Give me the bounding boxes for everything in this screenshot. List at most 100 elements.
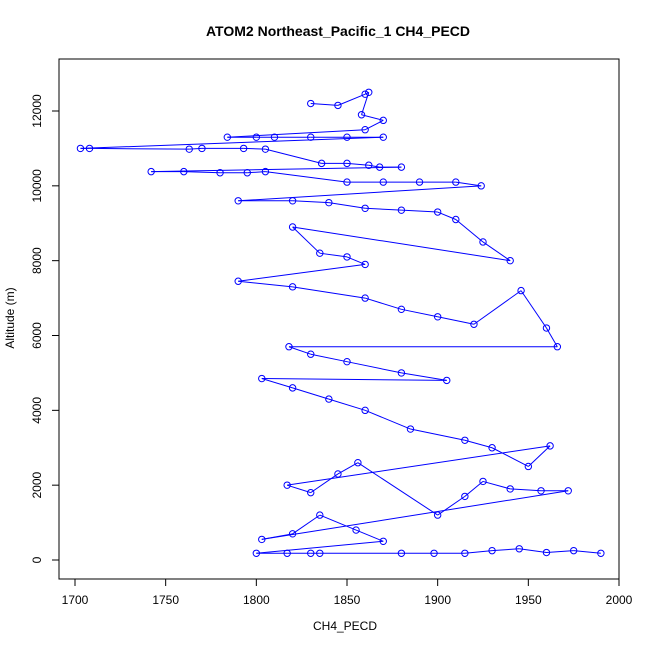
series-line-segment [292, 200, 329, 204]
series-line-segment [364, 409, 411, 430]
chart-title: ATOM2 Northeast_Pacific_1 CH4_PECD [206, 23, 470, 39]
series-line-segment [292, 514, 321, 535]
series-line-segment [183, 171, 221, 174]
series-line-segment [492, 548, 520, 552]
series-line-segment [261, 490, 569, 540]
data-point [397, 206, 406, 214]
y-tick-label: 8000 [30, 247, 44, 274]
series-line-segment [464, 481, 484, 497]
x-tick-label: 1950 [515, 593, 542, 607]
data-point [397, 549, 406, 557]
data-point [354, 459, 362, 467]
series-line-segment [261, 533, 293, 540]
data-point [506, 485, 514, 493]
data-point [597, 549, 605, 557]
series-line-segment [337, 93, 366, 106]
series-line-segment [482, 480, 511, 490]
x-axis: 1700 1750 1800 1850 1900 1950 2000 [62, 578, 633, 607]
x-tick-label: 1850 [334, 593, 361, 607]
series-line-segment [527, 445, 551, 467]
series-line-segment [261, 378, 447, 381]
data-point [506, 256, 514, 265]
series-line-segment [319, 252, 348, 258]
series-line-segment [310, 103, 338, 106]
series-line-segment [151, 166, 402, 173]
series-line-segment [328, 398, 366, 411]
data-point [542, 324, 551, 332]
series-line-segment [265, 171, 348, 183]
series-line-segment [437, 316, 475, 325]
series-line-segment [364, 297, 402, 310]
data-point [553, 343, 562, 351]
data-point [461, 436, 469, 444]
series-line-segment [328, 202, 366, 209]
data-point [288, 283, 297, 291]
data-point [185, 145, 193, 153]
data-point [461, 549, 469, 557]
data-point [252, 133, 261, 141]
series-line-segment [238, 263, 366, 282]
series-line-segment [464, 550, 493, 554]
data-point [317, 159, 326, 168]
data-point [343, 159, 351, 168]
series-line-segment [310, 353, 348, 363]
data-point [397, 305, 406, 314]
series-line-segment [227, 129, 366, 138]
series-line-segment [410, 428, 465, 441]
series-line-segment [346, 361, 402, 374]
data-point [261, 167, 270, 176]
data-point [452, 178, 460, 186]
y-tick-label: 2000 [30, 471, 44, 498]
data-point [379, 537, 387, 545]
series-line-segment [368, 164, 380, 168]
data-point [316, 249, 324, 257]
data-point [379, 116, 387, 125]
data-point [461, 492, 469, 501]
data-point [283, 481, 291, 489]
series-line-segment [288, 346, 311, 355]
series-line-segment [357, 462, 438, 516]
data-point [147, 167, 155, 176]
y-tick-label: 12000 [30, 94, 44, 128]
data-point [334, 470, 342, 478]
data-point [361, 126, 369, 134]
series-line-segment [401, 209, 438, 213]
data-point [430, 549, 438, 557]
data-point [316, 549, 324, 557]
series-line-segment [510, 488, 542, 492]
data-point [443, 376, 451, 385]
data-point [479, 238, 487, 246]
data-point [517, 286, 525, 295]
data-point [283, 549, 291, 557]
series-line-segment [319, 514, 357, 531]
y-tick-label: 6000 [30, 322, 44, 349]
series-line-segment [292, 226, 511, 262]
series-line-segment [546, 550, 574, 554]
data-point [76, 144, 85, 153]
data-point [285, 343, 293, 351]
data-point [433, 511, 442, 519]
data-point [361, 90, 369, 98]
data-point [180, 167, 188, 176]
series-line-segment [401, 372, 447, 381]
series-line-segment [455, 181, 482, 187]
data-point [85, 144, 94, 153]
data-point [361, 294, 369, 302]
series-line-segment [573, 550, 601, 554]
data-point [288, 197, 297, 205]
x-tick-label: 1800 [243, 593, 270, 607]
data-point [307, 549, 315, 557]
data-point [307, 488, 315, 497]
data-point [239, 144, 248, 153]
data-point [479, 477, 487, 486]
series-line-segment [310, 473, 339, 494]
data-point [307, 350, 315, 358]
y-tick-label: 10000 [30, 169, 44, 203]
data-point [216, 169, 224, 177]
series-line-segment [238, 280, 293, 288]
x-tick-label: 1900 [424, 593, 451, 607]
data-point [569, 546, 578, 555]
series-line-segment [455, 219, 484, 243]
data-point [397, 369, 406, 377]
data-point [452, 215, 460, 224]
